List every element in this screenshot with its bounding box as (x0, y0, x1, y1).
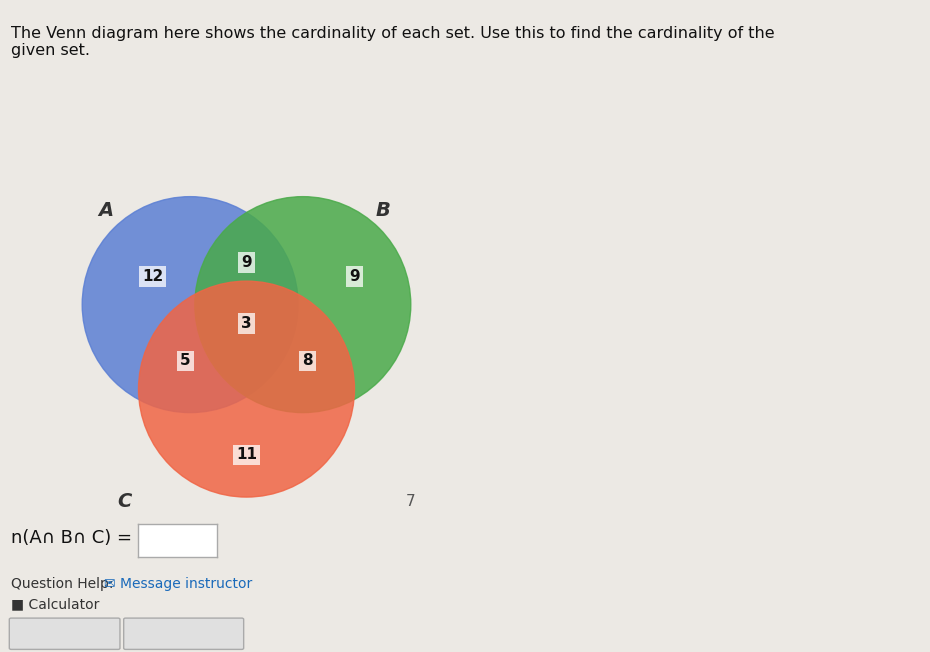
Text: 5: 5 (180, 353, 191, 368)
Circle shape (195, 197, 411, 413)
Text: 9: 9 (349, 269, 360, 284)
Text: 7: 7 (406, 494, 416, 509)
Text: 11: 11 (236, 447, 257, 462)
Circle shape (82, 197, 299, 413)
Text: ■ Calculator: ■ Calculator (11, 597, 100, 612)
Text: ✉ Message instructor: ✉ Message instructor (104, 576, 252, 591)
Text: Check Answer: Check Answer (18, 627, 112, 640)
Text: Question Help:: Question Help: (11, 576, 118, 591)
Text: 12: 12 (142, 269, 164, 284)
Text: A: A (98, 201, 113, 220)
Text: 9: 9 (241, 255, 252, 270)
Text: 3: 3 (241, 316, 252, 331)
Text: C: C (117, 492, 131, 511)
Text: The Venn diagram here shows the cardinality of each set. Use this to find the ca: The Venn diagram here shows the cardinal… (11, 26, 775, 59)
Text: 8: 8 (302, 353, 312, 368)
Text: n(A∩ B∩ C) =: n(A∩ B∩ C) = (11, 529, 132, 547)
Text: B: B (375, 201, 390, 220)
Circle shape (139, 281, 354, 497)
Text: Jump to Answer: Jump to Answer (131, 627, 236, 640)
